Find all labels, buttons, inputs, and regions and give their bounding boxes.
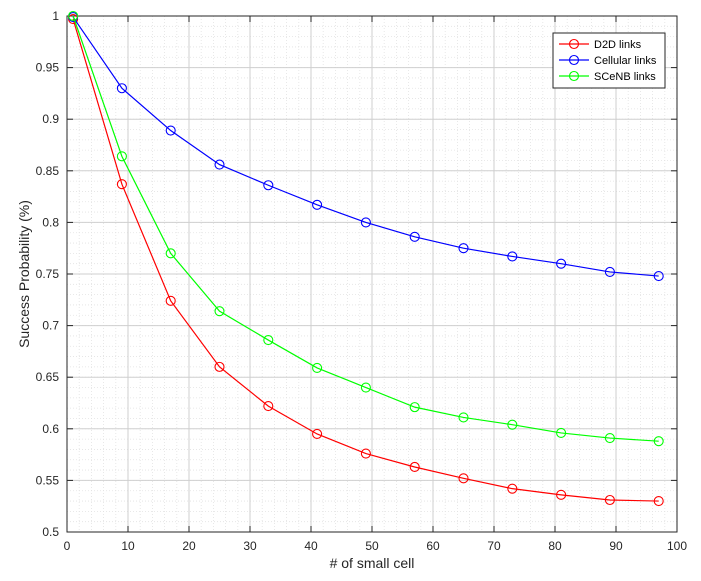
x-tick-label: 100 [667,539,687,553]
x-tick-label: 20 [182,539,196,553]
data-point [458,473,469,484]
legend-label: D2D links [594,39,642,51]
series-line [72,16,659,277]
series-scenb-links [68,10,664,447]
x-tick-label: 60 [426,539,440,553]
x-tick-label: 10 [121,539,135,553]
data-point [507,251,518,262]
y-tick-label: 0.85 [36,164,60,178]
y-tick-label: 0.55 [36,473,60,487]
data-point [214,361,225,372]
y-tick-label: 0.5 [42,525,59,539]
data-point [556,427,567,438]
y-tick-label: 0.6 [42,422,59,436]
x-tick-label: 90 [609,539,623,553]
data-point [312,428,323,440]
x-tick-label: 40 [304,539,318,553]
legend-marker [568,54,580,66]
data-point [214,306,225,317]
legend: D2D links Cellular links SCeNB links [552,32,666,89]
data-point [312,362,323,373]
legend-label: Cellular links [594,55,657,67]
data-point [604,266,615,277]
y-tick-label: 0.7 [42,319,59,333]
x-tick-label: 70 [487,539,501,553]
data-point [556,258,567,269]
data-point [214,159,225,170]
data-point [360,382,371,393]
x-axis-label: # of small cell [330,555,415,571]
data-point [263,334,274,346]
data-point [165,295,176,306]
legend-marker [568,38,580,50]
data-point [165,125,176,136]
data-point [604,433,615,444]
data-point [653,436,664,447]
data-point [312,199,323,210]
y-tick-label: 0.65 [36,370,60,384]
x-tick-label: 30 [243,539,257,553]
y-axis-label: Success Probability (%) [16,200,32,348]
data-point [507,483,518,494]
legend-label: SCeNB links [594,71,656,83]
y-tick-label: 1 [52,9,59,23]
series-line [72,18,659,502]
data-point [556,489,567,500]
y-tick-label: 0.95 [36,61,60,75]
series-layer [68,10,664,507]
x-axis-ticks: 0 10 20 30 40 50 60 70 80 90 100 [64,16,687,553]
x-tick-label: 0 [64,539,71,553]
series-line [72,15,659,442]
data-point [409,461,420,473]
legend-marker [568,70,580,82]
series-d2d-links [68,14,664,507]
x-tick-label: 80 [548,539,562,553]
data-point [653,495,664,507]
data-point [653,271,664,282]
x-tick-label: 50 [365,539,379,553]
data-point [116,179,127,190]
y-tick-label: 0.8 [42,215,59,229]
data-point [458,412,469,423]
y-axis-ticks: 0.5 0.55 0.6 0.65 0.7 0.75 0.8 0.85 0.9 0.95 1 [36,9,677,539]
legend-box [552,32,666,89]
data-point [409,231,420,242]
data-point [409,402,420,413]
data-point [507,419,518,430]
data-point [458,243,469,254]
y-tick-label: 0.75 [36,267,60,281]
data-point [263,180,274,191]
data-point [604,494,615,506]
data-point [165,248,176,259]
data-point [360,448,371,459]
y-tick-label: 0.9 [42,112,59,126]
data-point [116,151,127,162]
data-point [360,217,371,228]
data-point [68,10,79,22]
data-point [116,83,127,94]
series-cellular-links [68,11,664,282]
data-point [263,401,274,412]
